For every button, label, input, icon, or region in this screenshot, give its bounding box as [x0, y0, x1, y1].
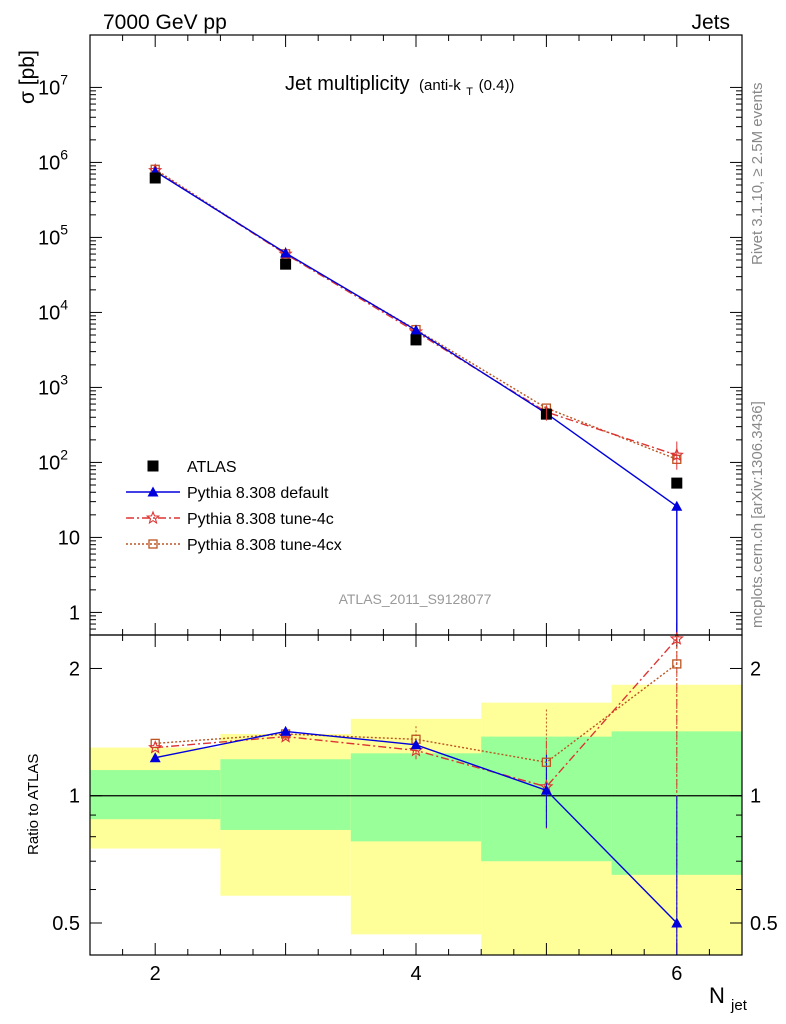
- series-line-tune4cx: [154, 168, 678, 460]
- legend-item-default: Pythia 8.308 default: [126, 485, 329, 502]
- ratio-y-tick-label-left: 1: [69, 786, 80, 808]
- analysis-watermark: ATLAS_2011_S9128077: [339, 591, 492, 607]
- y-tick-label-base: 10: [38, 77, 60, 99]
- y-tick-label-exponent: 5: [60, 221, 68, 237]
- x-tick-label: 6: [671, 963, 682, 985]
- data-point-data: [410, 334, 422, 346]
- plot-title-main: Jet multiplicity: [285, 73, 409, 95]
- plot-title: Jet multiplicity (anti-k T (0.4)): [285, 73, 514, 100]
- plot-title-sub-suffix: (0.4)): [479, 77, 515, 94]
- ratio-y-tick-label-right: 1: [750, 786, 761, 808]
- x-axis-label-sub: jet: [730, 997, 748, 1014]
- legend: ATLAS Pythia 8.308 default Pythia 8.308 tu…: [126, 459, 342, 554]
- y-tick-label-exponent: 4: [60, 296, 68, 312]
- y-tick-label-base: 10: [58, 527, 80, 549]
- legend-marker-tune4cx: [148, 539, 158, 549]
- y-tick-label-exponent: 2: [60, 446, 68, 462]
- ratio-point-default: [671, 917, 683, 928]
- x-tick-label: 2: [150, 963, 161, 985]
- legend-item-tune4c: Pythia 8.308 tune-4c: [126, 510, 334, 528]
- ratio-y-tick-label-left: 0.5: [52, 913, 80, 935]
- y-tick-label: 107: [38, 71, 68, 99]
- legend-marker-default: [147, 486, 159, 497]
- y-tick-label-base: 10: [38, 452, 60, 474]
- y-tick-label-base: 10: [38, 227, 60, 249]
- data-point-data: [149, 172, 161, 184]
- ratio-series-default: [149, 725, 683, 928]
- legend-item-tune4cx: Pythia 8.308 tune-4cx: [126, 537, 342, 554]
- legend-label-data: ATLAS: [187, 459, 237, 476]
- y-tick-label-base: 1: [69, 602, 80, 624]
- legend-marker-tune4c: [145, 510, 161, 525]
- ratio-plot: 0.5 0.5 1 1 2 2 2 4 6: [52, 631, 778, 985]
- ratio-point-tune4c: [669, 631, 684, 645]
- x-axis-label-main: N: [709, 983, 725, 1008]
- legend-marker-data: [147, 460, 159, 472]
- x-tick-label: 4: [410, 963, 421, 985]
- data-point-default: [671, 500, 683, 511]
- ratio-point-tune4c: [148, 740, 163, 754]
- series-tune4c: [148, 162, 684, 462]
- y-tick-label-base: 10: [38, 152, 60, 174]
- ratio-point-default: [280, 725, 292, 736]
- ratio-y-axis-label: Ratio to ATLAS: [25, 754, 42, 855]
- data-point-default: [410, 324, 422, 335]
- y-tick-label-exponent: 7: [60, 71, 68, 87]
- y-tick-label: 104: [38, 296, 68, 324]
- main-y-axis-label: σ [pb]: [16, 50, 39, 104]
- y-tick-label-exponent: 3: [60, 371, 68, 387]
- series-line-tune4c: [154, 169, 678, 456]
- y-tick-label: 105: [38, 221, 68, 249]
- plot-title-sub-index: T: [466, 86, 473, 98]
- y-tick-label: 102: [38, 446, 68, 474]
- series-tune4cx: [150, 164, 682, 464]
- uncertainty-band-inner: [350, 753, 482, 842]
- y-tick-label-exponent: 6: [60, 146, 68, 162]
- ratio-plot-frame: [89, 634, 743, 956]
- ratio-y-tick-label-left: 2: [69, 658, 80, 680]
- y-tick-label: 10: [58, 527, 80, 549]
- y-tick-label: 103: [38, 371, 68, 399]
- data-point-data: [671, 477, 683, 489]
- ratio-point-default: [410, 739, 422, 750]
- ratio-y-tick-label-right: 0.5: [750, 913, 778, 935]
- ratio-point-default: [149, 752, 161, 763]
- legend-label-default: Pythia 8.308 default: [187, 485, 329, 502]
- ratio-point-tune4cx: [672, 659, 682, 669]
- ratio-point-default: [540, 784, 552, 795]
- data-point-default: [280, 247, 292, 258]
- legend-item-data: ATLAS: [147, 459, 237, 476]
- rivet-info-label: Rivet 3.1.10, ≥ 2.5M events: [749, 83, 766, 266]
- plot-title-sub-prefix: (anti-k: [419, 77, 461, 94]
- legend-label-tune4cx: Pythia 8.308 tune-4cx: [187, 537, 342, 554]
- y-tick-label-base: 10: [38, 377, 60, 399]
- y-tick-label: 1: [69, 602, 80, 624]
- header-collision-label: 7000 GeV pp: [103, 11, 227, 34]
- mcplots-info-label: mcplots.cern.ch [arXiv:1306.3436]: [749, 401, 766, 628]
- uncertainty-band-inner: [90, 770, 221, 820]
- y-tick-label-base: 10: [38, 302, 60, 324]
- header-process-label: Jets: [691, 11, 730, 34]
- ratio-y-tick-label-right: 2: [750, 658, 761, 680]
- ratio-point-tune4cx: [541, 757, 552, 767]
- uncertainty-band-inner: [220, 759, 351, 830]
- data-point-data: [280, 258, 292, 270]
- legend-label-tune4c: Pythia 8.308 tune-4c: [187, 511, 334, 528]
- y-tick-label: 106: [38, 146, 68, 174]
- x-axis-label: N jet: [709, 983, 748, 1014]
